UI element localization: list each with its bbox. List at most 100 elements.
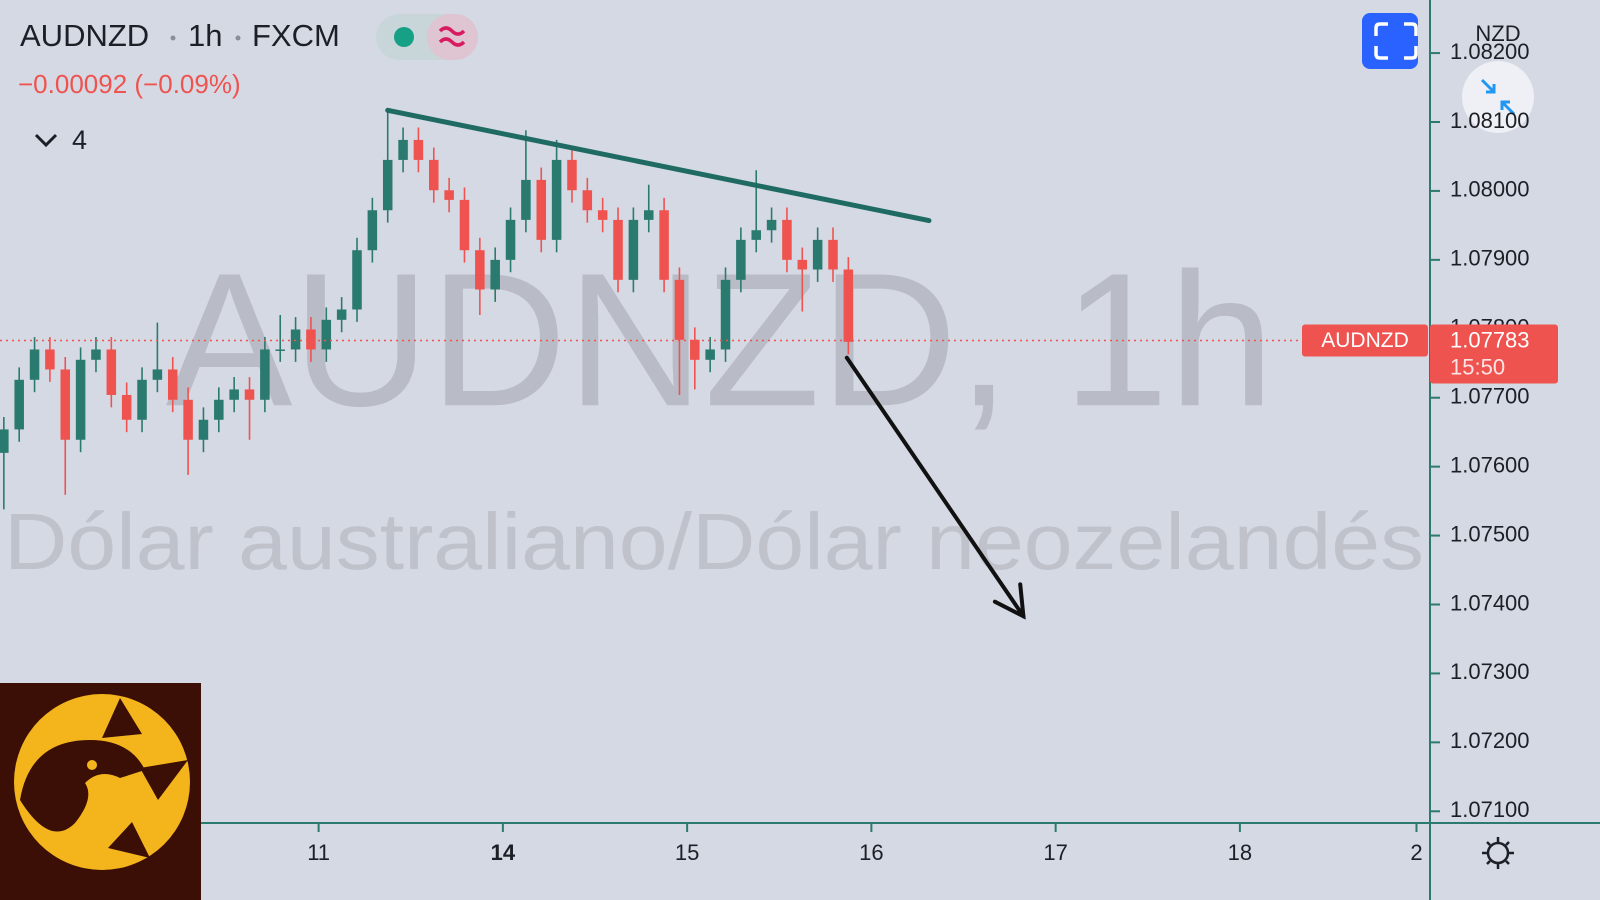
candle-body <box>229 389 239 400</box>
candle-body <box>336 309 347 320</box>
candle-body <box>183 399 193 440</box>
settings-icon-teeth <box>1482 837 1514 869</box>
candle-body <box>429 159 439 191</box>
y-tick-label: 1.08200 <box>1450 39 1530 64</box>
candle-body <box>306 329 316 350</box>
price-label: AUDNZD <box>1321 329 1409 352</box>
y-tick-label: 1.07900 <box>1450 246 1530 271</box>
logo-eagle <box>20 740 145 832</box>
candle-body <box>705 349 715 360</box>
candle-body <box>382 159 393 211</box>
candle-body <box>766 219 777 231</box>
candle-body <box>106 349 117 395</box>
candle-body <box>613 219 623 280</box>
x-tick-label: 17 <box>1043 840 1067 865</box>
x-tick-label: 2 <box>1410 840 1422 865</box>
candle-body <box>137 379 147 420</box>
minimize-button[interactable] <box>1462 61 1534 133</box>
status-pill-right <box>427 14 478 60</box>
candle-body <box>152 369 163 380</box>
fullscreen-icon <box>1374 22 1418 60</box>
candle-body <box>352 250 362 310</box>
collapse-icon[interactable] <box>34 133 58 148</box>
candle-body <box>167 369 178 400</box>
candle-body <box>459 199 470 251</box>
candle-body <box>91 349 101 360</box>
x-tick-label: 11 <box>307 840 330 865</box>
candle-body <box>782 219 792 260</box>
indicator-count[interactable]: 4 <box>72 125 87 155</box>
candle-body <box>444 190 454 200</box>
candle-body <box>628 219 639 280</box>
trendline <box>385 107 932 224</box>
separator <box>170 35 176 41</box>
separator <box>235 35 241 41</box>
candle-body <box>843 269 854 342</box>
last-price: 1.07783 <box>1450 327 1530 352</box>
y-tick-label: 1.07500 <box>1450 521 1530 546</box>
y-tick-label: 1.07300 <box>1450 659 1530 684</box>
interval[interactable]: 1h <box>188 18 222 53</box>
x-tick-label: 14 <box>491 840 516 865</box>
candle-body <box>521 179 531 220</box>
candle-body <box>29 349 40 380</box>
candle-body <box>751 230 761 240</box>
candle-body <box>290 329 301 350</box>
candle-body <box>567 159 577 191</box>
candle-body <box>475 250 485 290</box>
candle-body <box>0 429 9 453</box>
candle-body <box>45 349 55 370</box>
fullscreen-button[interactable] <box>1362 13 1418 69</box>
y-tick-label: 1.08000 <box>1450 177 1530 202</box>
candle-body <box>14 379 24 430</box>
candle-body <box>60 369 71 440</box>
candle-body <box>198 419 209 440</box>
countdown: 15:50 <box>1450 354 1505 379</box>
candle-body <box>75 359 86 440</box>
minimize-icon <box>1480 78 1516 116</box>
candle-body <box>551 159 562 240</box>
price-label-bg <box>1302 324 1428 357</box>
candle-body <box>536 179 547 240</box>
candle-body <box>260 349 270 400</box>
candle-body <box>643 210 654 220</box>
y-tick-label: 1.07600 <box>1450 452 1530 477</box>
y-tick-label: 1.07100 <box>1450 797 1530 822</box>
currency-bg <box>1440 16 1560 50</box>
candle-body <box>321 319 332 350</box>
candle-body <box>214 399 224 420</box>
candle-body <box>244 389 255 400</box>
last-price-bg <box>1430 324 1558 384</box>
y-tick-label: 1.07400 <box>1450 590 1530 615</box>
candle-body <box>720 279 731 350</box>
candle-body <box>797 259 808 270</box>
plot <box>0 107 1428 620</box>
x-tick-label: 18 <box>1228 840 1252 865</box>
candle-body <box>413 139 424 160</box>
candle-body <box>490 259 500 290</box>
candle-body <box>121 394 132 420</box>
watermark-group: AUDNZD, 1h Dólar australiano/Dólar neoze… <box>4 234 1424 586</box>
delay-icon <box>438 26 466 47</box>
x-tick-label: 16 <box>859 840 883 865</box>
candle-body <box>736 239 746 280</box>
change: −0.00092 (−0.09%) <box>18 69 241 99</box>
symbol[interactable]: AUDNZD <box>20 18 149 53</box>
y-tick-label: 1.07700 <box>1450 384 1530 409</box>
arrow-head <box>992 582 1026 620</box>
logo-cut <box>102 698 188 858</box>
candle-body <box>674 279 685 340</box>
candle-body <box>367 210 378 251</box>
settings-button[interactable] <box>1482 837 1514 869</box>
x-tick-label: 15 <box>675 840 699 865</box>
candle-body <box>398 139 408 160</box>
market-open-dot <box>394 27 414 47</box>
candle-body <box>275 349 285 351</box>
candle-body <box>659 210 669 280</box>
candle-body <box>690 339 700 360</box>
settings-icon <box>1486 841 1510 865</box>
candle-body <box>582 190 593 211</box>
logo-eye <box>87 760 97 770</box>
